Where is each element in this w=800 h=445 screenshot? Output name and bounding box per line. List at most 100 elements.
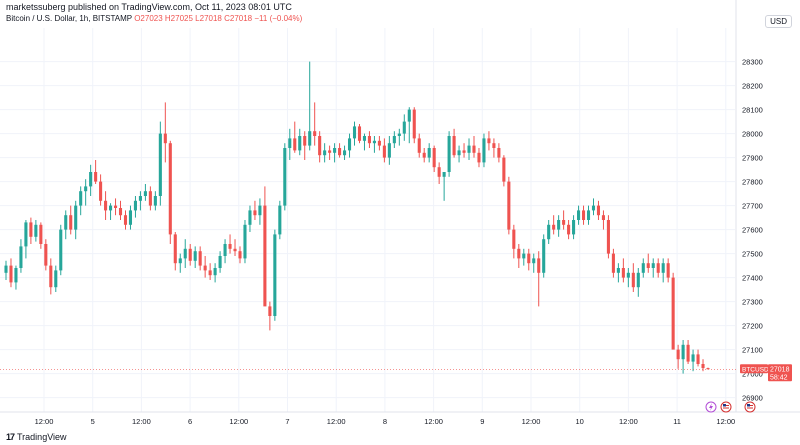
x-tick-label: 12:00 xyxy=(35,417,54,426)
currency-button[interactable]: USD xyxy=(765,15,792,28)
candle-body-up xyxy=(59,229,63,271)
candle-body-down xyxy=(49,265,53,288)
candle-body-up xyxy=(308,131,312,146)
candle-body-up xyxy=(138,196,142,201)
candle-body-up xyxy=(109,205,113,211)
candle-body-up xyxy=(288,138,292,148)
candle-body-up xyxy=(591,205,596,211)
candle-body-up xyxy=(557,220,561,230)
x-tick-label: 12:00 xyxy=(424,417,443,426)
price-tag-value: 27018 xyxy=(770,366,790,373)
symbol-legend: Bitcoin / U.S. Dollar, 1h, BITSTAMP O270… xyxy=(6,14,302,23)
candle-body-up xyxy=(651,263,655,268)
candle-body-down xyxy=(631,272,635,288)
y-tick-label: 27800 xyxy=(742,178,763,187)
candle-body-down xyxy=(293,138,297,151)
candle-body-down xyxy=(357,126,362,141)
candle-body-up xyxy=(64,215,68,230)
candle-body-up xyxy=(278,205,282,235)
candle-body-down xyxy=(29,222,33,237)
price-tag-symbol: BTCUSD xyxy=(742,366,769,373)
candle-body-up xyxy=(347,138,352,151)
candle-body-down xyxy=(601,215,605,220)
candle-body-up xyxy=(143,191,147,196)
candle-body-down xyxy=(472,145,476,153)
candle-body-up xyxy=(333,148,337,153)
tradingview-logo-icon: 17 xyxy=(6,432,15,442)
candle-body-up xyxy=(153,196,157,206)
candle-body-down xyxy=(203,265,207,271)
y-tick-label: 26900 xyxy=(742,394,763,403)
candle-body-down xyxy=(123,215,128,225)
candle-body-up xyxy=(522,253,526,259)
candle-body-down xyxy=(567,224,571,235)
y-tick-label: 28200 xyxy=(742,82,763,91)
x-tick-label: 12:00 xyxy=(619,417,638,426)
candle-body-down xyxy=(328,150,332,153)
candle-body-down xyxy=(492,143,496,148)
candle-body-down xyxy=(621,268,625,278)
candle-body-up xyxy=(447,136,451,172)
candle-body-up xyxy=(84,186,88,192)
tradingview-footer[interactable]: 17 TradingView xyxy=(6,432,67,442)
candle-body-up xyxy=(74,205,78,230)
candle-body-down xyxy=(477,152,481,163)
candle-body-up xyxy=(178,258,182,264)
y-tick-label: 27000 xyxy=(742,370,763,379)
x-tick-label: 6 xyxy=(188,417,192,426)
candle-body-up xyxy=(4,265,8,273)
candle-body-up xyxy=(79,191,83,206)
candle-body-down xyxy=(377,140,381,146)
candle-body-up xyxy=(616,268,620,273)
candle-body-down xyxy=(163,133,167,144)
x-tick-label: 12:00 xyxy=(716,417,735,426)
candle-body-down xyxy=(422,152,426,158)
flag-canton xyxy=(747,404,750,407)
candle-body-down xyxy=(462,150,466,153)
candle-body-up xyxy=(273,234,277,316)
candle-body-up xyxy=(128,210,133,225)
candle-body-up xyxy=(34,224,38,237)
candle-body-down xyxy=(696,354,700,364)
candle-body-up xyxy=(223,244,227,256)
x-tick-label: 8 xyxy=(383,417,387,426)
candle-body-up xyxy=(397,133,401,136)
candle-body-up xyxy=(243,224,247,259)
candle-body-up xyxy=(193,251,197,261)
x-tick-label: 5 xyxy=(91,417,95,426)
candle-body-down xyxy=(596,205,601,216)
candle-body-up xyxy=(218,256,222,268)
candle-body-down xyxy=(656,263,660,273)
candle-body-up xyxy=(641,263,645,273)
us-flag-icon[interactable] xyxy=(744,401,756,413)
y-tick-label: 28000 xyxy=(742,130,763,139)
tradingview-brand: TradingView xyxy=(17,432,67,442)
candle-body-down xyxy=(666,263,670,278)
candle-body-down xyxy=(437,167,441,177)
candle-body-up xyxy=(457,150,461,156)
candle-body-up xyxy=(681,344,685,360)
candle-body-up xyxy=(542,239,546,273)
x-tick-label: 12:00 xyxy=(132,417,151,426)
flag-stripe xyxy=(723,407,729,409)
x-tick-label: 10 xyxy=(576,417,584,426)
candle-body-down xyxy=(233,248,237,252)
symbol-title[interactable]: Bitcoin / U.S. Dollar, 1h, BITSTAMP xyxy=(6,14,132,23)
publisher-line: marketssuberg published on TradingView.c… xyxy=(6,2,292,12)
y-tick-label: 27900 xyxy=(742,154,763,163)
us-flag-icon[interactable] xyxy=(720,401,732,413)
candle-body-down xyxy=(417,138,421,153)
candle-body-down xyxy=(253,210,257,216)
x-tick-label: 12:00 xyxy=(327,417,346,426)
candle-body-up xyxy=(298,136,302,151)
candle-body-down xyxy=(173,234,177,264)
candle-body-down xyxy=(676,349,680,360)
candle-body-down xyxy=(382,145,386,158)
ohlc-change: −11 (−0.04%) xyxy=(254,14,303,23)
candle-body-down xyxy=(228,244,232,249)
candle-body-down xyxy=(198,251,202,266)
y-tick-label: 28300 xyxy=(742,58,763,67)
y-tick-label: 27700 xyxy=(742,202,763,211)
candle-body-down xyxy=(497,148,501,158)
